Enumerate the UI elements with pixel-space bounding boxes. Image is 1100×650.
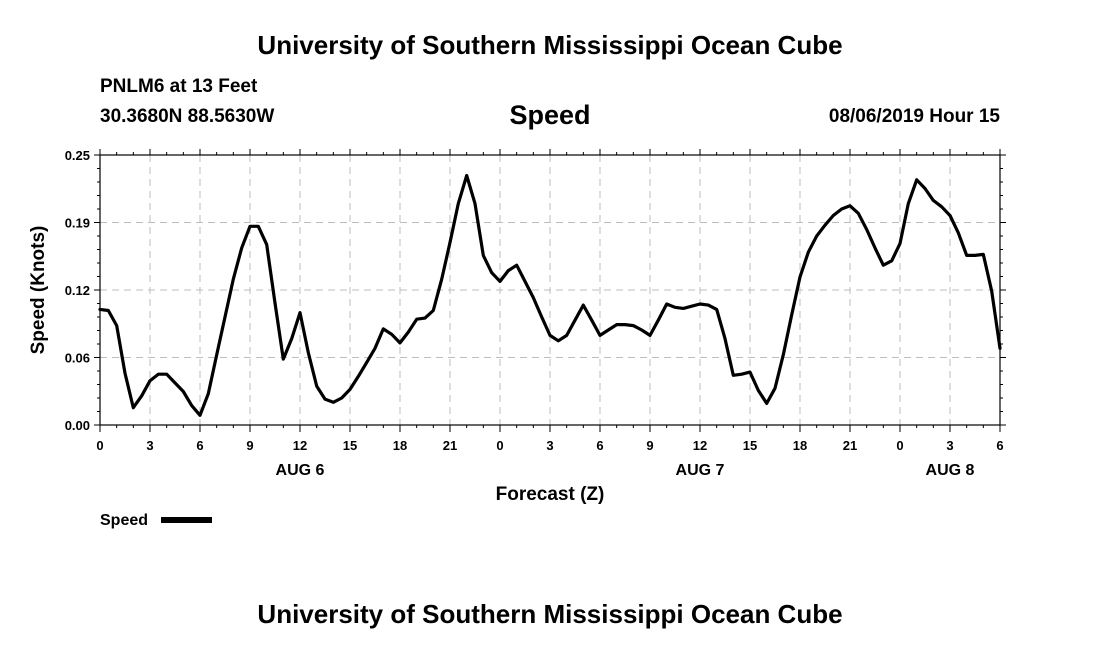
legend: Speed (100, 512, 212, 529)
x-tick-label: 21 (843, 438, 857, 453)
page-title: University of Southern Mississippi Ocean… (257, 30, 843, 60)
x-tick-label: 15 (343, 438, 357, 453)
x-tick-label: 3 (146, 438, 153, 453)
x-tick-label: 15 (743, 438, 757, 453)
y-tick-label: 0.25 (65, 148, 90, 163)
x-tick-label: 3 (546, 438, 553, 453)
day-label: AUG 7 (676, 462, 725, 479)
x-tick-label: 18 (793, 438, 807, 453)
y-tick-label: 0.12 (65, 283, 90, 298)
series-line-speed (98, 173, 1002, 417)
forecast-run-time: 08/06/2019 Hour 15 (828, 106, 1000, 127)
tick-labels: 0.00 0.06 0.12 0.19 0.25 0 3 6 9 12 15 18 21 0 3 6 9 12 15… (65, 148, 1004, 479)
x-tick-label: 12 (693, 438, 707, 453)
station-label: PNLM6 at 13 Feet (100, 76, 258, 97)
x-tick-label: 0 (96, 438, 103, 453)
x-tick-label: 0 (896, 438, 903, 453)
x-tick-label: 9 (246, 438, 253, 453)
x-tick-label: 6 (596, 438, 603, 453)
y-axis-label: Speed (Knots) (28, 226, 49, 355)
x-tick-label: 6 (196, 438, 203, 453)
y-tick-label: 0.06 (65, 351, 90, 366)
axis-ticks (94, 149, 1006, 432)
y-tick-label: 0.19 (65, 216, 90, 231)
station-coordinates: 30.3680N 88.5630W (100, 106, 275, 127)
x-tick-label: 6 (996, 438, 1003, 453)
footer-title: University of Southern Mississippi Ocean… (257, 599, 843, 629)
x-tick-label: 9 (646, 438, 653, 453)
day-label: AUG 8 (926, 462, 975, 479)
x-tick-label: 21 (443, 438, 457, 453)
grid (100, 155, 1000, 425)
day-label: AUG 6 (276, 462, 325, 479)
x-tick-label: 18 (393, 438, 407, 453)
x-tick-label: 12 (293, 438, 307, 453)
chart-title: Speed (509, 100, 591, 130)
x-tick-label: 3 (946, 438, 953, 453)
x-axis-label: Forecast (Z) (496, 484, 605, 505)
legend-label: Speed (100, 512, 148, 529)
y-tick-label: 0.00 (65, 418, 90, 433)
x-tick-label: 0 (496, 438, 503, 453)
series-layer (98, 173, 1002, 417)
